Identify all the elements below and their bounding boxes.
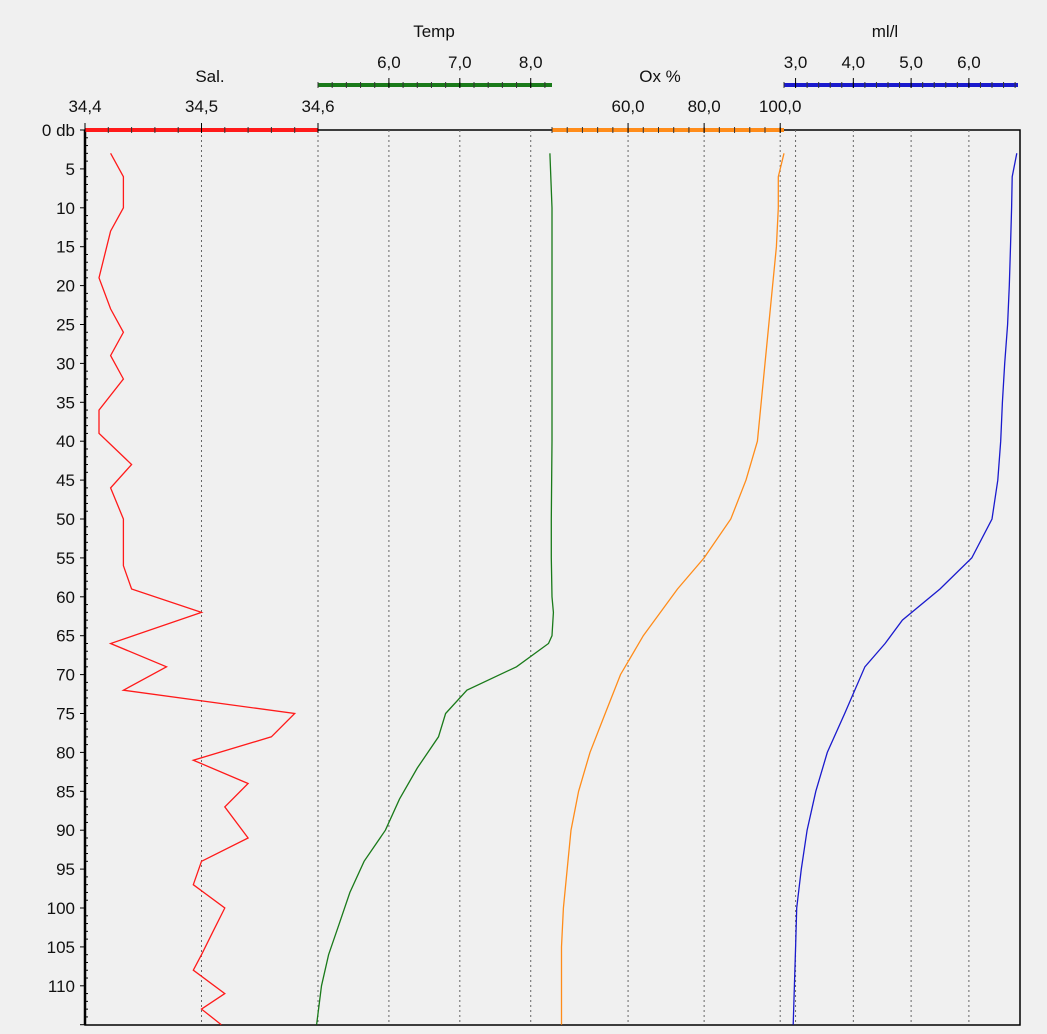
axis-tick-label: 34,4 <box>68 97 101 116</box>
depth-tick-label: 5 <box>66 160 75 179</box>
axis-tick-label: 34,6 <box>301 97 334 116</box>
depth-tick-label: 80 <box>56 743 75 762</box>
axis-tick-label: 60,0 <box>612 97 645 116</box>
depth-axis: 0 db 5 10 15 20 25 30 35 40 45 50 55 60 65 70 75 80 85 90 9… <box>42 121 88 1026</box>
axis-tick-label: 6,0 <box>377 53 401 72</box>
axis-title: Temp <box>413 22 455 41</box>
series-line-sal <box>98 152 297 1026</box>
axis-tick-label: 7,0 <box>448 53 472 72</box>
depth-tick-label: 0 db <box>42 121 75 140</box>
depth-tick-label: 85 <box>56 782 75 801</box>
depth-tick-label: 50 <box>56 510 75 529</box>
axis-tick-label: 3,0 <box>784 53 808 72</box>
axis-tick-label: 6,0 <box>957 53 981 72</box>
series-lines <box>98 152 1018 1026</box>
axis-tick-label: 5,0 <box>899 53 923 72</box>
axis-tick-label: 100,0 <box>759 97 802 116</box>
depth-tick-label: 10 <box>56 199 75 218</box>
top-axes: 34,4 34,5 34,6 Sal. 6,0 7,0 8,0 Temp 60,0 80,0 100… <box>68 22 1018 133</box>
axis-title: Ox % <box>639 67 681 86</box>
top-axis-ox: 60,0 80,0 100,0 Ox % <box>551 67 802 133</box>
top-axis-sal: 34,4 34,5 34,6 Sal. <box>68 67 335 133</box>
series-line-ox <box>560 153 785 1025</box>
depth-tick-label: 25 <box>56 316 75 335</box>
depth-tick-label: 65 <box>56 627 75 646</box>
depth-tick-label: 90 <box>56 821 75 840</box>
depth-tick-label: 35 <box>56 393 75 412</box>
depth-tick-label: 95 <box>56 860 75 879</box>
axis-tick-label: 80,0 <box>688 97 721 116</box>
depth-tick-label: 55 <box>56 549 75 568</box>
axis-title: Sal. <box>195 67 224 86</box>
depth-tick-label: 15 <box>56 238 75 257</box>
depth-tick-label: 20 <box>56 277 75 296</box>
depth-tick-label: 105 <box>47 938 75 957</box>
axis-tick-label: 8,0 <box>519 53 543 72</box>
depth-tick-label: 110 <box>48 977 75 996</box>
series-line-ml-l <box>792 153 1018 1025</box>
axis-tick-label: 4,0 <box>842 53 866 72</box>
axis-tick-label: 34,5 <box>185 97 218 116</box>
gridlines <box>201 130 970 1025</box>
depth-tick-label: 40 <box>56 432 75 451</box>
depth-tick-label: 45 <box>56 471 75 490</box>
top-axis-temp: 6,0 7,0 8,0 Temp <box>317 22 552 88</box>
axis-title: ml/l <box>872 22 898 41</box>
series-line-temp <box>315 153 555 1025</box>
depth-tick-label: 60 <box>56 588 75 607</box>
top-axis-ml-l: 3,0 4,0 5,0 6,0 ml/l <box>783 22 1018 88</box>
depth-tick-label: 70 <box>56 666 75 685</box>
depth-tick-label: 30 <box>56 354 75 373</box>
depth-tick-label: 100 <box>47 899 75 918</box>
depth-tick-label: 75 <box>56 705 75 724</box>
